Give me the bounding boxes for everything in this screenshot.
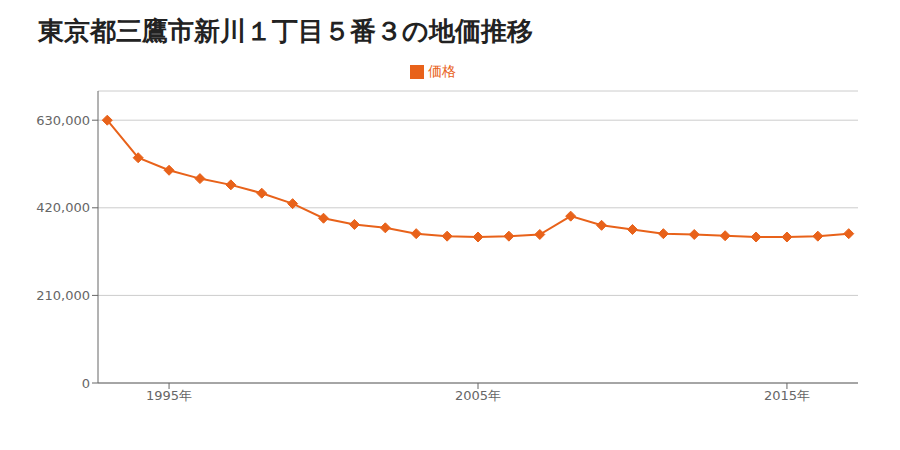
html-text:価格: 価格 (428, 63, 456, 79)
html-text:東京都三鷹市新川１丁目５番３の地価推移: 東京都三鷹市新川１丁目５番３の地価推移 (38, 16, 533, 46)
svg-text:2005年: 2005年 (455, 388, 501, 403)
svg-text:420,000: 420,000 (36, 200, 90, 215)
svg-text:1995年: 1995年 (146, 388, 192, 403)
svg-text:210,000: 210,000 (36, 288, 90, 303)
svg-text:2015年: 2015年 (764, 388, 810, 403)
svg-text:0: 0 (82, 376, 90, 391)
svg-text:630,000: 630,000 (36, 113, 90, 128)
